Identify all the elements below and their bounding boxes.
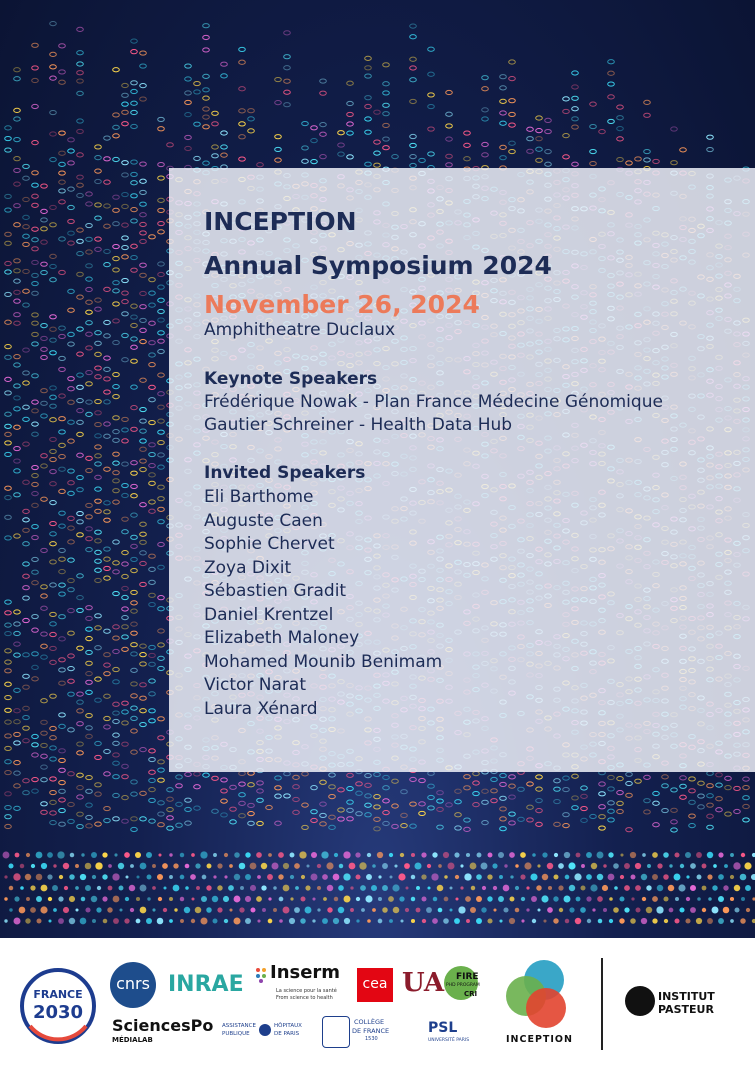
france2030-logo: FRANCE 2030	[18, 966, 98, 1046]
inserm-dots-icon	[255, 966, 267, 984]
event-date: November 26, 2024	[204, 290, 480, 319]
aphp-text: ASSISTANCE	[222, 1023, 256, 1029]
invited-speaker: Sophie Chervet	[204, 534, 335, 554]
college-de-france-text: DE FRANCE	[352, 1027, 390, 1035]
cnrs-logo: cnrs	[110, 962, 156, 1008]
inserm-logo: Inserm	[270, 962, 341, 983]
college-de-france-text: COLLÈGE	[354, 1018, 385, 1026]
inrae-logo: INRAE	[168, 972, 244, 997]
event-name: INCEPTION	[204, 207, 357, 236]
inception-logo-text: INCEPTION	[506, 1034, 573, 1045]
college-de-france-year: 1530	[365, 1036, 378, 1042]
aphp-emblem-icon	[259, 1024, 271, 1036]
pasteur-text: PASTEUR	[658, 1003, 714, 1016]
fire-logo-icon	[444, 966, 478, 1000]
pasteur-text: INSTITUT	[658, 990, 715, 1003]
aphp-text: HÔPITAUX	[274, 1023, 302, 1029]
france2030-ring-icon	[20, 968, 96, 1044]
sciencespo-logo: SciencesPo	[112, 1016, 214, 1035]
fire-cri-text: CRI	[464, 990, 478, 998]
ua-logo: UA	[402, 968, 445, 998]
inception-emblem-icon	[500, 956, 572, 1030]
college-de-france-crest-icon	[322, 1016, 350, 1048]
pasteur-emblem-icon	[625, 986, 655, 1016]
cnrs-text: cnrs	[116, 974, 150, 993]
keynote-speaker: Gautier Schreiner - Health Data Hub	[204, 415, 513, 435]
aphp-logo: ASSISTANCE PUBLIQUE HÔPITAUX DE PARIS	[222, 1022, 312, 1042]
invited-speaker: Daniel Krentzel	[204, 605, 334, 625]
cea-logo: cea	[357, 968, 393, 1002]
fire-text: FIRE	[456, 972, 479, 982]
invited-speaker: Auguste Caen	[204, 511, 323, 531]
invited-speaker: Mohamed Mounib Benimam	[204, 652, 443, 672]
inserm-tagline: La science pour la santé	[276, 988, 337, 994]
psl-subtext: UNIVERSITÉ PARIS	[428, 1038, 470, 1043]
invited-speaker: Elizabeth Maloney	[204, 628, 360, 648]
france2030-top-text: FRANCE	[33, 988, 83, 1001]
psl-logo: PSL	[428, 1020, 458, 1036]
inserm-tagline: From science to health	[276, 995, 333, 1001]
event-venue: Amphitheatre Duclaux	[204, 320, 396, 340]
medialab-text: MÉDIALAB	[112, 1036, 153, 1044]
france2030-bottom-text: 2030	[32, 1002, 84, 1023]
invited-speaker: Victor Narat	[204, 675, 306, 695]
keynote-heading: Keynote Speakers	[204, 369, 378, 389]
aphp-text: PUBLIQUE	[222, 1031, 250, 1037]
keynote-speaker: Frédérique Nowak - Plan France Médecine …	[204, 392, 663, 412]
logo-divider	[601, 958, 603, 1050]
cea-text: cea	[362, 976, 388, 992]
fire-subtext: PHD PROGRAM	[446, 983, 480, 988]
invited-speaker: Zoya Dixit	[204, 558, 292, 578]
invited-heading: Invited Speakers	[204, 463, 366, 483]
event-title: Annual Symposium 2024	[204, 251, 552, 280]
invited-speaker: Sébastien Gradit	[204, 581, 347, 601]
info-panel	[169, 168, 755, 772]
aphp-text: DE PARIS	[274, 1031, 300, 1037]
invited-speaker: Eli Barthome	[204, 487, 314, 507]
partner-logos-footer: FRANCE 2030 cnrs SciencesPo MÉDIALAB INR…	[0, 938, 755, 1068]
invited-speaker: Laura Xénard	[204, 699, 318, 719]
